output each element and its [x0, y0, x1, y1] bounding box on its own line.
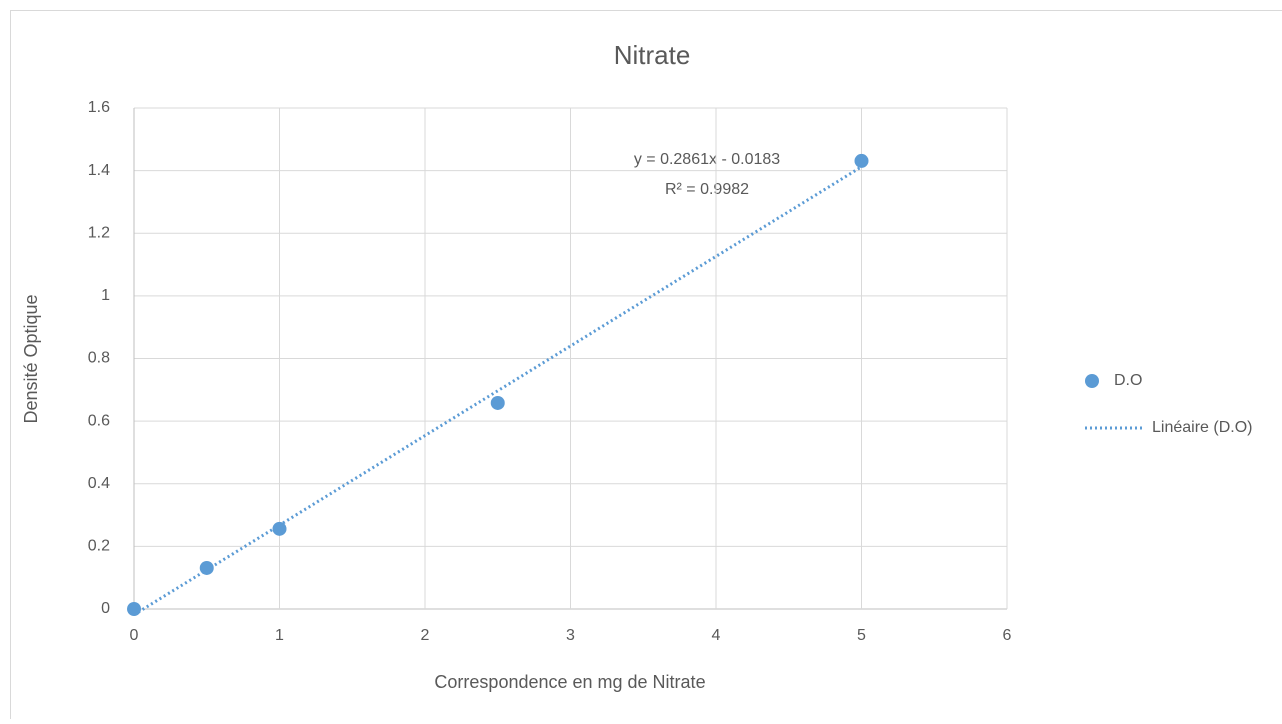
y-tick-label: 0.4: [88, 475, 110, 492]
x-tick-label: 5: [857, 627, 866, 644]
chart-title: Nitrate: [614, 40, 691, 70]
x-tick-label: 4: [712, 627, 721, 644]
data-point: [491, 396, 505, 410]
legend-label: Linéaire (D.O): [1152, 419, 1252, 436]
trendline-r2: R² = 0.9982: [665, 181, 749, 198]
data-point: [855, 154, 869, 168]
y-tick-label: 0.2: [88, 538, 110, 555]
y-tick-label: 1.6: [88, 99, 110, 116]
x-tick-label: 0: [130, 627, 139, 644]
trendline-equation: y = 0.2861x - 0.0183: [634, 151, 780, 168]
data-point: [273, 522, 287, 536]
legend-marker: [1085, 374, 1099, 388]
y-axis-title: Densité Optique: [21, 294, 41, 423]
data-point: [127, 602, 141, 616]
x-tick-label: 2: [421, 627, 430, 644]
y-tick-label: 1.4: [88, 162, 110, 179]
x-tick-label: 6: [1003, 627, 1012, 644]
chart-border: [11, 11, 1282, 720]
legend-label: D.O: [1114, 372, 1142, 389]
y-tick-label: 0: [101, 600, 110, 617]
y-tick-label: 1.2: [88, 224, 110, 241]
y-tick-label: 1: [101, 287, 110, 304]
x-tick-label: 1: [275, 627, 284, 644]
x-axis-title: Correspondence en mg de Nitrate: [434, 672, 705, 692]
y-tick-label: 0.6: [88, 412, 110, 429]
data-point: [200, 561, 214, 575]
x-tick-label: 3: [566, 627, 575, 644]
y-tick-label: 0.8: [88, 350, 110, 367]
